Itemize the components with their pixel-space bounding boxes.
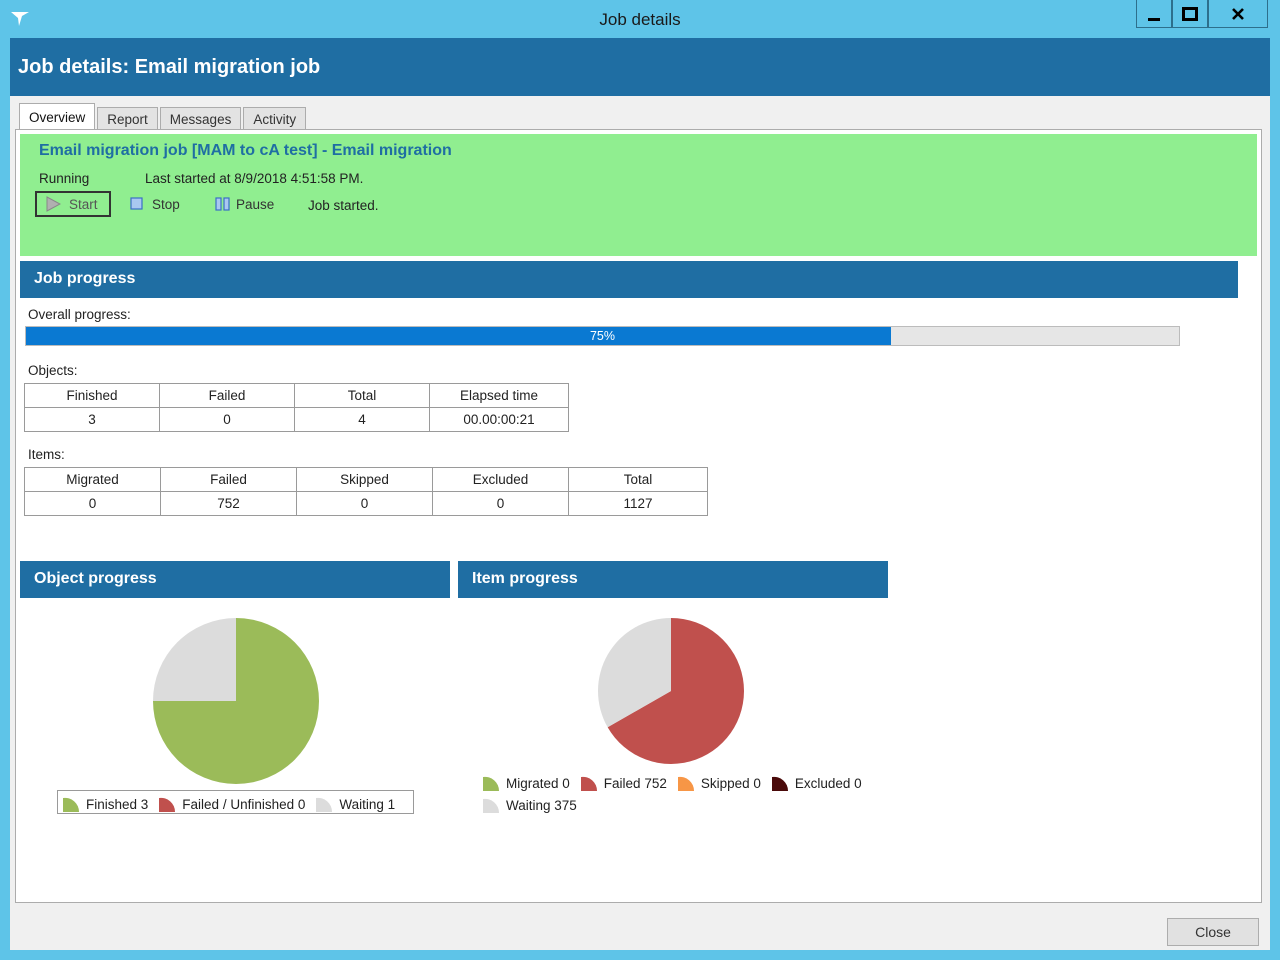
items-col-migrated: Migrated xyxy=(24,467,161,492)
app-logo-icon xyxy=(11,12,29,26)
items-col-total: Total xyxy=(568,467,708,492)
objects-total-value: 4 xyxy=(294,407,430,432)
legend-item-failed: Failed 752 xyxy=(580,772,667,794)
items-total-value: 1127 xyxy=(568,491,708,516)
overall-progress-label: Overall progress: xyxy=(28,307,131,322)
legend-item-finished: Finished 3 xyxy=(62,793,148,815)
start-button[interactable]: Start xyxy=(35,191,111,217)
legend-label: Migrated 0 xyxy=(506,775,570,791)
legend-label: Failed 752 xyxy=(603,775,667,791)
object-progress-legend: Finished 3 Failed / Unfinished 0 Waiting 1 xyxy=(57,790,414,814)
close-window-button[interactable] xyxy=(1208,0,1268,28)
start-label: Start xyxy=(69,196,98,212)
job-state: Running xyxy=(39,171,90,186)
dialog-client: Job details: Email migration job Overvie… xyxy=(10,38,1270,950)
items-failed-value: 752 xyxy=(160,491,297,516)
tab-messages[interactable]: Messages xyxy=(159,107,242,130)
job-message: Job started. xyxy=(308,198,379,213)
objects-col-total: Total xyxy=(294,383,430,408)
legend-swatch-icon xyxy=(580,776,597,791)
close-button[interactable]: Close xyxy=(1167,918,1259,946)
item-progress-legend: Migrated 0 Failed 752 Skipped 0 Excluded 0 W… xyxy=(482,772,882,816)
legend-item-excluded: Excluded 0 xyxy=(771,772,862,794)
legend-swatch-icon xyxy=(677,776,694,791)
items-col-skipped: Skipped xyxy=(296,467,433,492)
item-progress-pie xyxy=(598,618,744,764)
stop-icon xyxy=(130,197,143,210)
objects-failed-value: 0 xyxy=(159,407,295,432)
legend-item-skipped: Skipped 0 xyxy=(677,772,761,794)
objects-table: Finished Failed Total Elapsed time 3 0 4… xyxy=(24,383,569,432)
items-col-excluded: Excluded xyxy=(432,467,569,492)
pause-icon xyxy=(215,197,230,211)
tab-activity[interactable]: Activity xyxy=(243,107,307,130)
objects-col-elapsed: Elapsed time xyxy=(429,383,569,408)
stop-button[interactable]: Stop xyxy=(130,191,180,217)
legend-label: Failed / Unfinished 0 xyxy=(182,796,306,812)
legend-item-waiting: Waiting 375 xyxy=(482,794,577,816)
last-started-text: Last started at 8/9/2018 4:51:58 PM. xyxy=(145,171,364,186)
item-progress-header: Item progress xyxy=(458,561,888,598)
pie-slice-failed xyxy=(607,618,744,764)
legend-label: Waiting 375 xyxy=(506,797,577,813)
overview-panel: Email migration job [MAM to cA test] - E… xyxy=(15,129,1262,903)
progress-text: 75% xyxy=(589,329,616,343)
pause-button[interactable]: Pause xyxy=(215,191,274,217)
window-titlebar: Job details xyxy=(0,0,1280,38)
objects-label: Objects: xyxy=(28,363,78,378)
objects-col-finished: Finished xyxy=(24,383,160,408)
close-icon xyxy=(1232,7,1244,20)
items-skipped-value: 0 xyxy=(296,491,433,516)
legend-swatch-icon xyxy=(159,797,176,812)
objects-col-failed: Failed xyxy=(159,383,295,408)
dialog-header: Job details: Email migration job xyxy=(10,38,1270,96)
legend-swatch-icon xyxy=(316,797,333,812)
legend-label: Skipped 0 xyxy=(700,775,761,791)
maximize-button[interactable] xyxy=(1172,0,1208,28)
legend-swatch-icon xyxy=(483,776,500,791)
job-status-box: Email migration job [MAM to cA test] - E… xyxy=(20,134,1257,256)
legend-item-waiting: Waiting 1 xyxy=(315,793,395,815)
play-icon xyxy=(46,196,61,212)
pie-slice-waiting xyxy=(598,618,671,728)
legend-swatch-icon xyxy=(771,776,788,791)
minimize-icon xyxy=(1148,17,1160,21)
maximize-icon xyxy=(1182,6,1198,21)
items-table: Migrated Failed Skipped Excluded Total 0… xyxy=(24,467,708,516)
items-col-failed: Failed xyxy=(160,467,297,492)
job-progress-header: Job progress xyxy=(20,261,1238,298)
overall-progress-bar: 75% xyxy=(25,326,1180,346)
window-title: Job details xyxy=(599,10,681,29)
pie-slice-waiting xyxy=(153,618,236,701)
legend-label: Finished 3 xyxy=(86,796,149,812)
page-title: Job details: Email migration job xyxy=(18,56,321,78)
items-excluded-value: 0 xyxy=(432,491,569,516)
items-label: Items: xyxy=(28,447,65,462)
job-name: Email migration job [MAM to cA test] - E… xyxy=(39,142,452,159)
window-controls xyxy=(1136,0,1268,28)
object-progress-pie xyxy=(153,618,319,784)
tab-report[interactable]: Report xyxy=(97,107,158,130)
objects-elapsed-value: 00.00:00:21 xyxy=(429,407,569,432)
object-progress-header: Object progress xyxy=(20,561,450,598)
progress-fill xyxy=(26,327,891,345)
minimize-button[interactable] xyxy=(1136,0,1172,28)
legend-swatch-icon xyxy=(63,797,80,812)
legend-label: Excluded 0 xyxy=(794,775,862,791)
legend-label: Waiting 1 xyxy=(339,796,396,812)
tab-overview[interactable]: Overview xyxy=(19,103,96,130)
objects-finished-value: 3 xyxy=(24,407,160,432)
tab-strip: Overview Report Messages Activity xyxy=(19,103,308,130)
pause-label: Pause xyxy=(236,196,275,212)
legend-swatch-icon xyxy=(483,798,500,813)
legend-item-migrated: Migrated 0 xyxy=(482,772,570,794)
legend-item-failed-unfinished: Failed / Unfinished 0 xyxy=(158,793,305,815)
stop-label: Stop xyxy=(152,196,180,212)
items-migrated-value: 0 xyxy=(24,491,161,516)
